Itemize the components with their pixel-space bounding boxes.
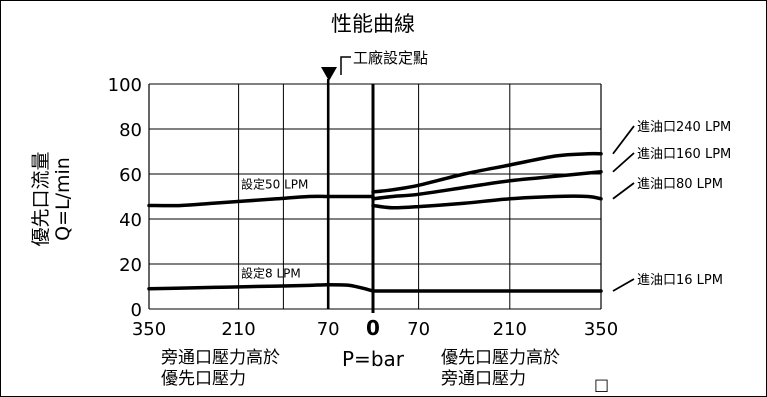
series-leader-line <box>612 182 635 200</box>
x-tick-label-left: 350 <box>132 319 166 340</box>
x-right-caption-line1: 優先口壓力高於 <box>441 348 560 368</box>
x-tick-label-left: 70 <box>317 319 340 340</box>
series-line-left <box>147 282 375 293</box>
series-label-right: 進油口160 LPM <box>637 147 731 162</box>
y-axis-label-line2: Q=L/min <box>52 157 74 241</box>
x-tick-label-right: 70 <box>407 319 430 340</box>
x-left-caption-line2: 優先口壓力 <box>161 369 246 389</box>
x-right-caption-line2: 旁通口壓力 <box>441 369 526 389</box>
x-tick-label-right: 210 <box>493 319 527 340</box>
series-label-left: 設定8 LPM <box>241 265 301 280</box>
series-lines <box>147 151 603 293</box>
grid <box>148 79 602 313</box>
y-tick-label: 100 <box>108 75 142 96</box>
x-tick-label-left: 210 <box>221 319 255 340</box>
series-label-right: 進油口80 LPM <box>637 177 723 192</box>
y-tick-label: 0 <box>131 300 142 321</box>
y-tick-label: 20 <box>119 255 142 276</box>
x-tick-labels: 350 210 70 0 70 210 350 <box>132 316 618 340</box>
series-label-left: 設定50 LPM <box>241 177 308 192</box>
chart-title: 性能曲線 <box>331 12 415 36</box>
x-tick-label-zero: 0 <box>366 316 380 340</box>
series-label-right: 進油口16 LPM <box>637 273 723 288</box>
factory-setpoint-leader <box>340 56 351 75</box>
series-line-right <box>371 170 603 201</box>
factory-setpoint-triangle-icon <box>321 67 337 81</box>
series-label-right: 進油口240 LPM <box>637 120 731 135</box>
y-tick-label: 40 <box>119 210 142 231</box>
series-line-right <box>371 151 603 194</box>
series-line-left <box>147 194 375 208</box>
y-tick-label: 60 <box>119 165 142 186</box>
series-line-right <box>371 194 603 210</box>
leader-lines: 設定50 LPM 設定8 LPM 進油口240 LPM 進油口160 LPM 進油口80… <box>241 120 731 292</box>
corner-symbol: □ <box>594 375 609 394</box>
x-left-caption-line1: 旁通口壓力高於 <box>161 348 280 368</box>
x-unit-label: P=bar <box>342 347 405 371</box>
series-leader-line <box>612 278 635 292</box>
factory-setpoint-label: 工廠設定點 <box>353 49 428 67</box>
y-tick-label: 80 <box>119 120 142 141</box>
y-axis-label-line1: 優先口流量 <box>30 151 52 246</box>
x-tick-label-right: 350 <box>584 319 618 340</box>
factory-setpoint-marker: 工廠設定點 <box>321 49 428 81</box>
series-leader-line <box>612 125 635 155</box>
y-tick-labels: 0 20 40 60 80 100 <box>108 75 142 321</box>
series-leader-line <box>612 152 635 173</box>
